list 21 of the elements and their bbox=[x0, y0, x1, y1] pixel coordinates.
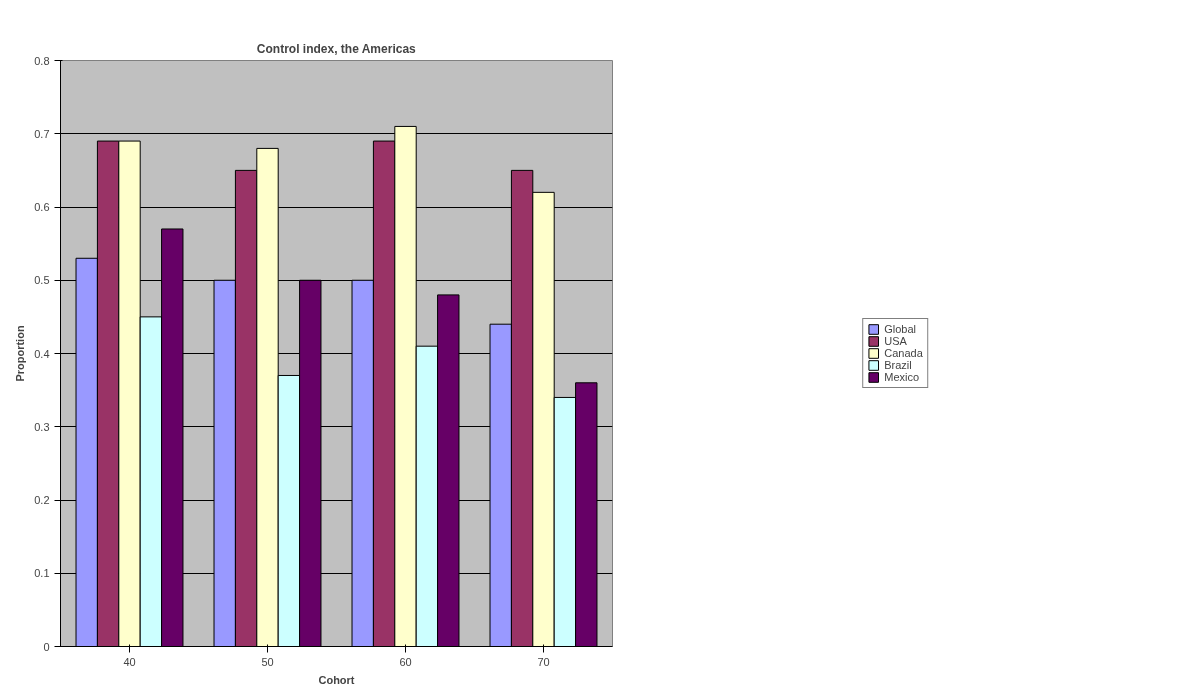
x-tick-label: 60 bbox=[399, 655, 412, 668]
legend-label: Mexico bbox=[884, 371, 920, 383]
y-axis-title: Proportion bbox=[14, 325, 27, 382]
y-tick-label: 0.1 bbox=[34, 567, 50, 580]
legend-label: Brazil bbox=[884, 359, 912, 371]
legend-label: USA bbox=[884, 335, 907, 347]
y-tick-label: 0.2 bbox=[34, 494, 50, 506]
y-tick-label: 0.7 bbox=[34, 127, 50, 140]
y-tick-label: 0.3 bbox=[34, 420, 50, 433]
x-axis-title: Cohort bbox=[318, 673, 355, 686]
y-tick-label: 0.6 bbox=[34, 201, 50, 213]
y-tick-label: 0.4 bbox=[34, 347, 50, 360]
y-tick-label: 0 bbox=[43, 640, 50, 653]
x-tick-label: 50 bbox=[261, 655, 274, 668]
x-tick-label: 70 bbox=[537, 655, 550, 668]
legend-label: Global bbox=[884, 323, 917, 335]
chart-title: Control index, the Americas bbox=[256, 41, 417, 56]
legend-label: Canada bbox=[884, 347, 923, 359]
x-tick-label: 40 bbox=[123, 655, 136, 668]
y-tick-label: 0.5 bbox=[34, 274, 50, 287]
y-tick-label: 0.8 bbox=[34, 54, 50, 67]
